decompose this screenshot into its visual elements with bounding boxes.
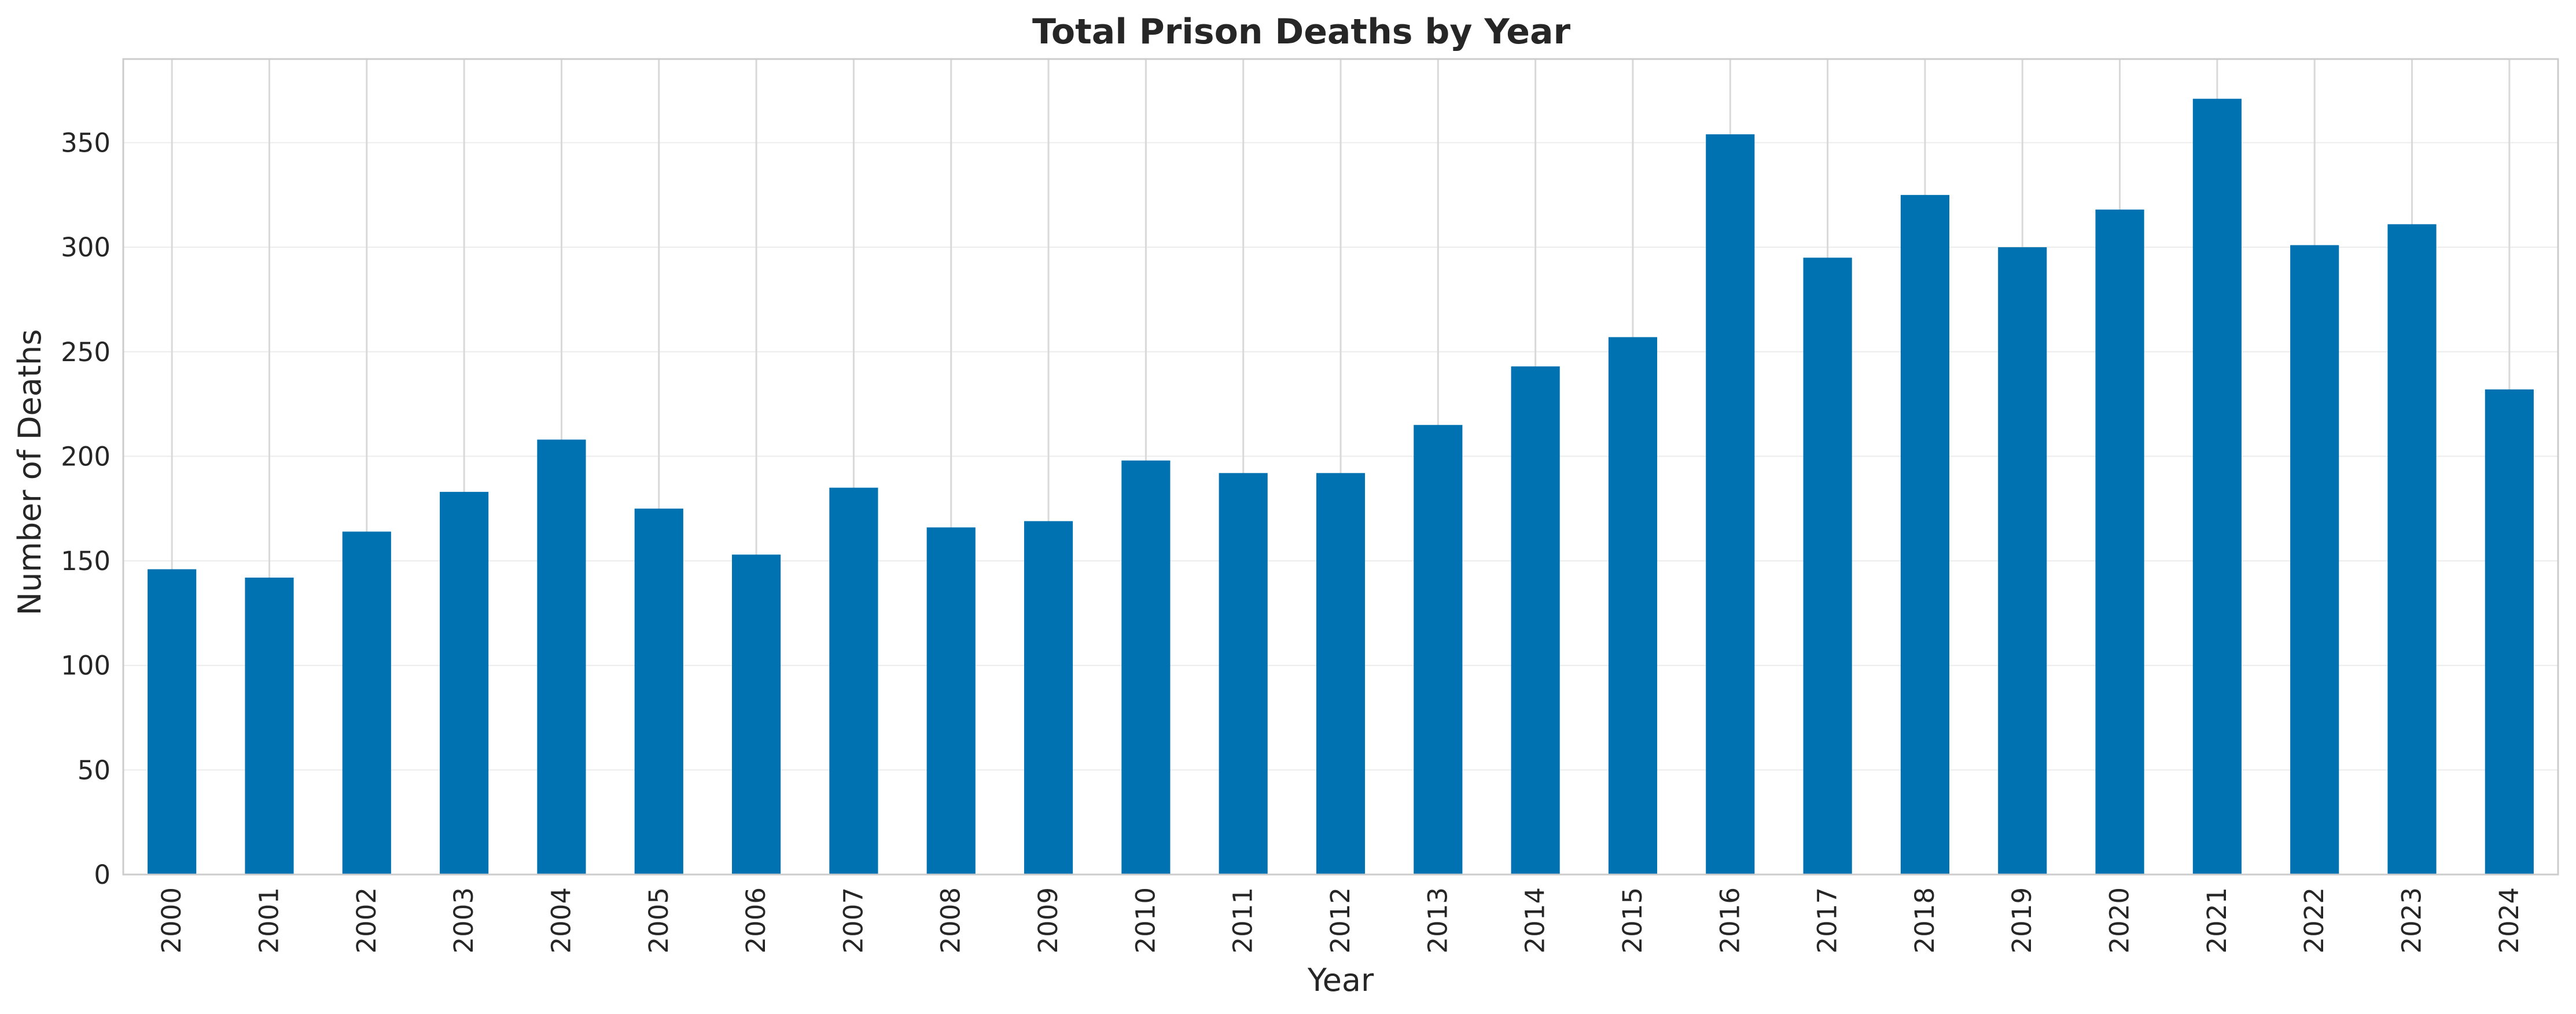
x-tick-label-2012: 2012 [1325, 887, 1356, 954]
y-tick-label: 200 [61, 441, 111, 472]
bar-2001 [245, 577, 294, 875]
y-tick-label: 50 [78, 755, 111, 785]
y-tick-labels: 0 50 100 150 200 250 300 350 [61, 128, 111, 890]
y-axis-label: Number of Deaths [12, 329, 48, 616]
x-tick-label-2016: 2016 [1714, 887, 1745, 954]
bar-2011 [1219, 473, 1268, 875]
y-tick-label: 100 [61, 651, 111, 681]
bar-2016 [1706, 134, 1755, 875]
bar-2020 [2095, 210, 2144, 875]
x-tick-labels: 2000 2001 2002 2003 2004 2005 2006 2007 2008 2009… [156, 887, 2525, 954]
x-tick-label-2008: 2008 [936, 887, 966, 954]
bar-2006 [732, 554, 781, 875]
x-tick-label-2006: 2006 [741, 887, 771, 954]
bar-2012 [1316, 473, 1366, 875]
bar-2022 [2290, 245, 2339, 875]
bar-2003 [440, 491, 489, 875]
x-tick-label-2021: 2021 [2202, 887, 2232, 954]
bar-2002 [342, 531, 391, 875]
plot-frame [122, 58, 2559, 876]
bar-2014 [1511, 366, 1560, 875]
bar-2000 [148, 569, 197, 875]
bar-2009 [1024, 521, 1073, 875]
y-tick-label: 300 [61, 232, 111, 263]
bar-2010 [1121, 460, 1171, 875]
bar-2004 [537, 439, 586, 875]
y-tick-label: 350 [61, 128, 111, 159]
x-tick-label-2007: 2007 [838, 887, 869, 954]
x-tick-label-2013: 2013 [1422, 887, 1453, 954]
bar-2013 [1414, 425, 1463, 875]
x-tick-label-2023: 2023 [2397, 887, 2427, 954]
x-tick-label-2022: 2022 [2299, 887, 2330, 954]
bar-2005 [634, 508, 683, 875]
x-tick-label-2000: 2000 [156, 887, 187, 954]
x-tick-label-2024: 2024 [2494, 887, 2525, 954]
y-tick-label: 250 [61, 337, 111, 368]
x-tick-label-2015: 2015 [1617, 887, 1648, 954]
x-axis-label: Year [1307, 962, 1374, 998]
bar-2024 [2485, 389, 2534, 875]
bar-2021 [2192, 98, 2242, 875]
x-tick-label-2011: 2011 [1228, 887, 1258, 954]
bar-2015 [1608, 337, 1658, 875]
bars [148, 98, 2534, 875]
y-tick-label: 150 [61, 546, 111, 576]
chart-title: Total Prison Deaths by Year [1032, 12, 1571, 52]
bar-2008 [926, 527, 976, 875]
x-tick-label-2010: 2010 [1130, 887, 1161, 954]
x-tick-label-2005: 2005 [643, 887, 674, 954]
x-tick-label-2020: 2020 [2104, 887, 2135, 954]
x-tick-label-2002: 2002 [351, 887, 382, 954]
bar-2018 [1900, 194, 1949, 875]
bar-2017 [1803, 258, 1852, 875]
bar-2019 [1998, 247, 2047, 875]
y-tick-label: 0 [94, 859, 111, 890]
x-tick-label-2018: 2018 [1909, 887, 1940, 954]
x-tick-label-2003: 2003 [448, 887, 479, 954]
x-tick-label-2001: 2001 [253, 887, 284, 954]
x-tick-label-2014: 2014 [1520, 887, 1551, 954]
x-tick-label-2019: 2019 [2007, 887, 2037, 954]
x-tick-label-2004: 2004 [546, 887, 576, 954]
x-tick-label-2017: 2017 [1812, 887, 1843, 954]
x-tick-label-2009: 2009 [1033, 887, 1063, 954]
bar-2007 [829, 487, 878, 875]
bar-2023 [2387, 224, 2437, 875]
